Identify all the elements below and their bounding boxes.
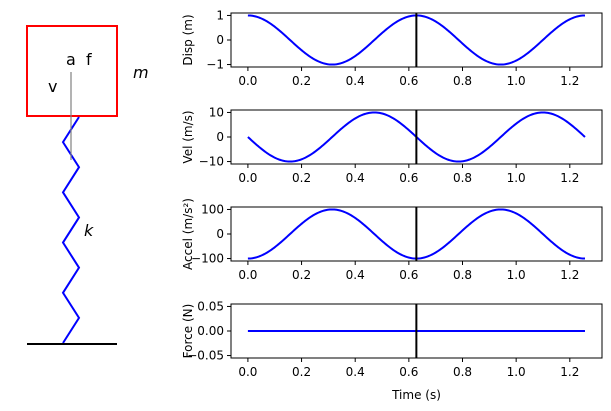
x-tick-label: 1.0 xyxy=(507,268,526,282)
x-tick-label: 0.8 xyxy=(453,268,472,282)
x-tick-label: 1.2 xyxy=(560,171,579,185)
x-tick-label: 0.8 xyxy=(453,171,472,185)
y-axis-label: Accel (m/s²) xyxy=(181,198,195,270)
x-tick-label: 0.2 xyxy=(292,268,311,282)
x-tick-label: 0.0 xyxy=(238,171,257,185)
mass-spring-diagram: a f v m k xyxy=(26,25,149,345)
y-axis-label: Force (N) xyxy=(181,304,195,359)
force-arrow-label: f xyxy=(86,50,92,69)
subplot-3: −0.05 0.00 0.05 0.0 0.2 0.4 0.6 0.8 1.0 1.2 Force … xyxy=(181,299,603,402)
y-tick-label: 0.00 xyxy=(197,324,224,338)
x-axis-label: Time (s) xyxy=(391,388,441,402)
x-tick-label: 1.0 xyxy=(507,365,526,379)
x-tick-label: 0.2 xyxy=(292,74,311,88)
y-tick-label: −0.05 xyxy=(187,349,224,363)
y-tick-label: 0.05 xyxy=(197,299,224,313)
y-tick-label: −10 xyxy=(199,155,224,169)
y-tick-label: 100 xyxy=(201,202,224,216)
mass-label: m xyxy=(133,63,149,82)
x-tick-label: 0.0 xyxy=(238,74,257,88)
mass-box xyxy=(26,25,118,117)
x-tick-label: 1.0 xyxy=(507,74,526,88)
x-tick-label: 0.6 xyxy=(399,365,418,379)
x-tick-label: 0.4 xyxy=(346,365,365,379)
x-tick-label: 0.4 xyxy=(346,171,365,185)
y-tick-label: 0 xyxy=(216,130,224,144)
y-tick-label: −1 xyxy=(206,58,224,72)
x-tick-label: 0.8 xyxy=(453,365,472,379)
y-tick-label: 0 xyxy=(216,33,224,47)
subplot-2: −100 0 100 0.0 0.2 0.4 0.6 0.8 1.0 1.2 Accel (m/s²… xyxy=(181,198,603,282)
y-tick-label: −100 xyxy=(191,252,224,266)
x-tick-label: 0.2 xyxy=(292,365,311,379)
accel-arrow-label: a xyxy=(66,50,76,69)
y-tick-label: 0 xyxy=(216,227,224,241)
x-tick-label: 1.2 xyxy=(560,268,579,282)
y-tick-label: 10 xyxy=(209,105,224,119)
y-axis-label: Disp (m) xyxy=(181,14,195,65)
x-tick-label: 0.8 xyxy=(453,74,472,88)
x-tick-label: 0.6 xyxy=(399,74,418,88)
x-tick-label: 0.0 xyxy=(238,268,257,282)
x-tick-label: 1.0 xyxy=(507,171,526,185)
x-tick-label: 1.2 xyxy=(560,74,579,88)
x-tick-label: 0.6 xyxy=(399,171,418,185)
subplot-0: −1 0 1 0.0 0.2 0.4 0.6 0.8 1.0 1.2 Disp (m) xyxy=(181,8,603,88)
subplot-1: −10 0 10 0.0 0.2 0.4 0.6 0.8 1.0 1.2 Vel (m/s) xyxy=(181,105,603,185)
x-tick-label: 0.0 xyxy=(238,365,257,379)
y-tick-label: 1 xyxy=(216,8,224,22)
x-tick-label: 1.2 xyxy=(560,365,579,379)
velocity-arrow-label: v xyxy=(48,77,57,96)
x-tick-label: 0.4 xyxy=(346,268,365,282)
x-tick-label: 0.4 xyxy=(346,74,365,88)
x-tick-label: 0.2 xyxy=(292,171,311,185)
y-axis-label: Vel (m/s) xyxy=(181,110,195,163)
spring-label: k xyxy=(84,221,94,240)
x-tick-label: 0.6 xyxy=(399,268,418,282)
